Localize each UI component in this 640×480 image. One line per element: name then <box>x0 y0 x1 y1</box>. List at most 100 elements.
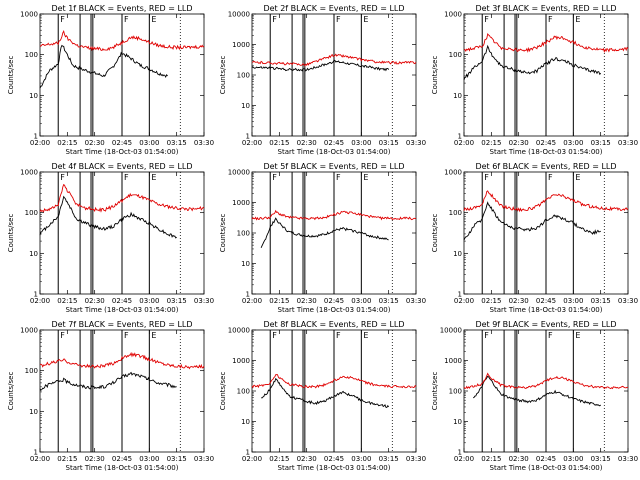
lld-series-line <box>463 372 629 390</box>
interval-marker: F <box>484 173 489 182</box>
y-axis-label: Counts/sec <box>431 56 439 95</box>
x-tick-label: 03:30 <box>194 455 214 463</box>
x-tick-label: 02:45 <box>324 139 344 147</box>
chart-panel-8: Det 8f BLACK = Events, RED = LLD 1 10 100 10… <box>219 320 426 472</box>
events-series-line <box>463 44 602 81</box>
x-tick-label: 02:45 <box>536 139 556 147</box>
x-axis-label: Start Time (18-Oct-03 01:54:00) <box>66 148 179 156</box>
interval-marker: F <box>548 15 553 24</box>
y-tick-label: 10000 <box>228 169 250 177</box>
y-axis-label: Counts/sec <box>431 214 439 253</box>
x-tick-label: 02:30 <box>85 455 105 463</box>
y-tick-label: 100 <box>25 367 38 375</box>
x-tick-label: 02:15 <box>481 139 501 147</box>
y-axis-label: Counts/sec <box>219 372 227 411</box>
y-tick-label: 10000 <box>228 11 250 19</box>
x-tick-label: 02:00 <box>242 455 262 463</box>
x-tick-label: 02:15 <box>481 455 501 463</box>
y-tick-label: 10 <box>453 418 462 426</box>
lld-series-line <box>251 374 417 389</box>
x-tick-label: 03:30 <box>618 297 638 305</box>
chart-panel-2: Det 2f BLACK = Events, RED = LLD 1 10 100 10… <box>219 4 426 156</box>
interval-marker: F <box>548 331 553 340</box>
x-tick-label: 02:15 <box>481 297 501 305</box>
x-tick-label: 03:15 <box>591 297 611 305</box>
y-tick-label: 1 <box>246 133 250 141</box>
x-tick-label: 02:30 <box>85 139 105 147</box>
y-tick-label: 1000 <box>20 11 38 19</box>
chart-title: Det 5f BLACK = Events, RED = LLD <box>263 162 404 171</box>
interval-marker: E <box>151 331 156 340</box>
x-axis-label: Start Time (18-Oct-03 01:54:00) <box>490 148 603 156</box>
y-tick-label: 10000 <box>228 327 250 335</box>
x-axis-label: Start Time (18-Oct-03 01:54:00) <box>278 464 391 472</box>
x-tick-label: 02:30 <box>509 297 529 305</box>
x-tick-label: 02:45 <box>536 455 556 463</box>
x-tick-label: 02:30 <box>297 139 317 147</box>
interval-marker: F <box>336 173 341 182</box>
y-tick-label: 100 <box>25 209 38 217</box>
x-tick-label: 02:45 <box>324 455 344 463</box>
y-tick-label: 10 <box>453 250 462 258</box>
x-tick-label: 03:30 <box>406 297 426 305</box>
x-tick-label: 02:15 <box>57 455 77 463</box>
x-tick-label: 02:45 <box>536 297 556 305</box>
x-tick-label: 03:00 <box>351 139 371 147</box>
interval-marker: F <box>484 15 489 24</box>
x-tick-label: 03:30 <box>194 297 214 305</box>
x-tick-label: 03:00 <box>139 455 159 463</box>
x-tick-label: 02:00 <box>454 455 474 463</box>
y-tick-label: 100 <box>449 51 462 59</box>
chart-panel-3: Det 3f BLACK = Events, RED = LLD 1 10 100 10… <box>431 4 638 156</box>
x-tick-label: 03:00 <box>351 297 371 305</box>
x-tick-label: 02:15 <box>269 139 289 147</box>
x-tick-label: 02:00 <box>454 297 474 305</box>
x-tick-label: 02:00 <box>30 455 50 463</box>
x-tick-label: 02:15 <box>57 139 77 147</box>
y-tick-label: 1 <box>34 291 38 299</box>
chart-panel-4: Det 4f BLACK = Events, RED = LLD 1 10 100 10… <box>7 162 214 314</box>
interval-marker: F <box>272 15 277 24</box>
y-tick-label: 10 <box>29 92 38 100</box>
x-tick-label: 02:00 <box>454 139 474 147</box>
x-tick-label: 03:15 <box>379 297 399 305</box>
chart-panel-1: Det 1f BLACK = Events, RED = LLD 1 10 100 10… <box>7 4 214 156</box>
lld-series-line <box>251 53 417 67</box>
x-tick-label: 02:00 <box>242 139 262 147</box>
interval-marker: E <box>363 173 368 182</box>
y-tick-label: 10 <box>29 408 38 416</box>
interval-marker: F <box>336 15 341 24</box>
x-tick-label: 03:15 <box>379 139 399 147</box>
chart-title: Det 3f BLACK = Events, RED = LLD <box>475 4 616 13</box>
events-series-line <box>260 217 389 248</box>
y-axis-label: Counts/sec <box>7 372 15 411</box>
x-tick-label: 02:45 <box>112 297 132 305</box>
y-axis-label: Counts/sec <box>7 56 15 95</box>
interval-marker: F <box>124 331 129 340</box>
interval-marker: E <box>575 15 580 24</box>
y-tick-label: 1000 <box>20 169 38 177</box>
events-series-line <box>260 377 390 409</box>
interval-marker: F <box>60 331 65 340</box>
interval-marker: E <box>363 15 368 24</box>
events-series-line <box>39 44 168 89</box>
x-tick-label: 02:00 <box>242 297 262 305</box>
x-tick-label: 03:00 <box>139 297 159 305</box>
x-tick-label: 02:30 <box>85 297 105 305</box>
y-tick-label: 10 <box>241 418 250 426</box>
x-tick-label: 03:00 <box>351 455 371 463</box>
y-tick-label: 10 <box>453 92 462 100</box>
y-tick-label: 1000 <box>232 199 250 207</box>
x-tick-label: 03:30 <box>618 455 638 463</box>
y-tick-label: 1000 <box>20 327 38 335</box>
x-tick-label: 02:15 <box>269 455 289 463</box>
interval-marker: F <box>272 173 277 182</box>
x-tick-label: 03:00 <box>563 297 583 305</box>
y-tick-label: 1000 <box>232 41 250 49</box>
x-tick-label: 02:45 <box>112 455 132 463</box>
x-axis-label: Start Time (18-Oct-03 01:54:00) <box>66 464 179 472</box>
interval-marker: E <box>575 331 580 340</box>
y-tick-label: 1 <box>246 449 250 457</box>
events-series-line <box>251 59 390 72</box>
chart-title: Det 7f BLACK = Events, RED = LLD <box>51 320 192 329</box>
